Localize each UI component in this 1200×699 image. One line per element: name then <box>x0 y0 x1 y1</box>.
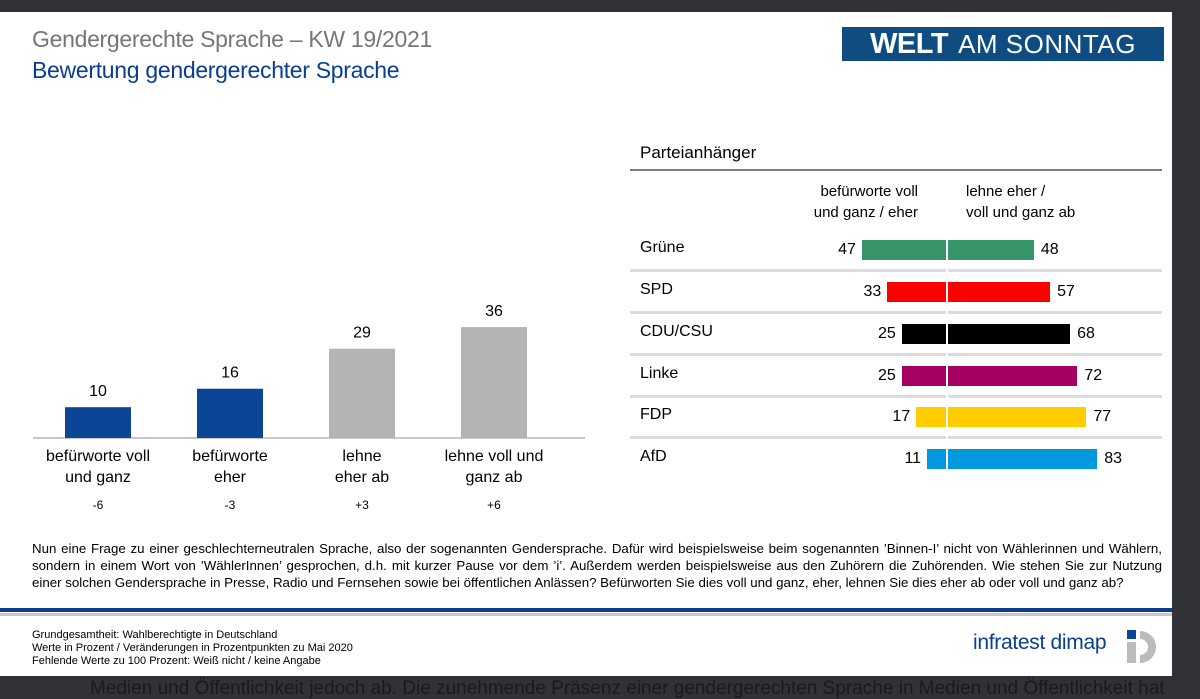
category-label-line: eher <box>213 469 247 486</box>
bar-1 <box>197 388 263 438</box>
reject-bar <box>947 366 1078 386</box>
reject-value: 72 <box>1084 367 1103 384</box>
support-value: 47 <box>838 241 856 258</box>
footer-line-missing: Fehlende Werte zu 100 Prozent: Weiß nich… <box>32 655 321 667</box>
background-article-text: Medien und Öffentlichkeit jedoch ab. Die… <box>90 678 1165 699</box>
row-separator <box>630 395 1162 398</box>
change-label: +3 <box>355 498 369 512</box>
support-bar <box>916 407 947 427</box>
reject-value: 77 <box>1093 408 1112 425</box>
infratest-dimap-logo-icon <box>1127 630 1156 663</box>
center-divider <box>946 238 948 473</box>
category-label: befürworte eher <box>160 446 300 488</box>
category-label-line: ganz ab <box>465 469 523 486</box>
column-header-support-line2: und ganz / eher <box>813 204 918 221</box>
bar-value-label: 36 <box>485 303 503 320</box>
chart-slide: Gendergerechte Sprache – KW 19/2021 Bewe… <box>0 12 1172 676</box>
party-label: AfD <box>640 448 667 465</box>
category-label-line: und ganz <box>65 469 131 486</box>
page-title: Gendergerechte Sprache – KW 19/2021 <box>32 26 432 52</box>
column-header-support: befürworte voll und ganz / eher <box>800 181 918 223</box>
category-label-line: befürworte <box>192 448 268 465</box>
survey-question: Nun eine Frage zu einer geschlechterneut… <box>32 541 1162 590</box>
party-label: SPD <box>640 281 673 298</box>
support-bar <box>861 240 947 260</box>
support-value: 25 <box>877 325 896 342</box>
bar-2 <box>329 348 395 438</box>
reject-value: 83 <box>1104 450 1123 467</box>
reject-value: 48 <box>1040 241 1059 258</box>
bar-value-label: 10 <box>89 383 107 400</box>
footer-rule-blue <box>0 608 1172 612</box>
column-header-reject-line1: lehne eher / <box>966 183 1046 200</box>
bar-0 <box>65 407 131 438</box>
footer-rule-grey <box>0 613 1172 616</box>
category-label: lehne eher ab <box>292 446 432 488</box>
category-label: befürworte voll und ganz <box>28 446 168 488</box>
category-label-line: eher ab <box>334 469 390 486</box>
bar-value-label: 16 <box>221 365 239 382</box>
column-header-reject: lehne eher / voll und ganz ab <box>966 181 1075 223</box>
party-chart-title-rule <box>630 169 1162 171</box>
support-value: 11 <box>904 450 922 467</box>
infratest-dimap-logo-text: infratest dimap <box>973 631 1107 654</box>
support-bar <box>901 324 947 344</box>
row-separator <box>630 436 1162 439</box>
row-separator <box>630 353 1162 356</box>
support-bar <box>927 449 947 469</box>
logo-welt-text: WELT <box>870 27 949 60</box>
row-separator <box>630 269 1162 272</box>
party-label: CDU/CSU <box>640 323 713 340</box>
page-subtitle: Bewertung gendergerechter Sprache <box>32 57 400 83</box>
category-label-line: lehne voll und <box>444 448 544 465</box>
change-label: -3 <box>224 498 236 512</box>
support-value: 25 <box>877 367 896 384</box>
column-header-support-line1: befürworte voll <box>820 183 918 200</box>
change-label: -6 <box>92 498 104 512</box>
support-bar <box>887 282 947 302</box>
bar-value-label: 29 <box>353 325 371 342</box>
category-label: lehne voll und ganz ab <box>424 446 564 488</box>
bar-3 <box>461 327 527 438</box>
overall-bar-chart: 10 16 29 36 <box>33 303 585 439</box>
party-label: Linke <box>640 365 679 382</box>
category-label-line: befürworte voll <box>45 448 151 465</box>
reject-value: 68 <box>1077 325 1095 342</box>
column-header-reject-line2: voll und ganz ab <box>966 204 1076 221</box>
support-value: 17 <box>892 408 911 425</box>
footer-notes: Grundgesamtheit: Wahlberechtigte in Deut… <box>32 629 353 668</box>
reject-bar <box>947 449 1098 469</box>
party-chart-title: Parteianhänger <box>640 143 757 162</box>
reject-bar <box>947 240 1034 260</box>
category-label-line: lehne <box>342 448 382 465</box>
party-label: FDP <box>640 406 672 423</box>
change-label: +6 <box>487 498 501 512</box>
footer-line-population: Grundgesamtheit: Wahlberechtigte in Deut… <box>32 629 278 641</box>
reject-value: 57 <box>1057 283 1075 300</box>
row-separator <box>630 311 1162 314</box>
logo-am-sonntag-text: AM SONNTAG <box>958 28 1136 59</box>
welt-am-sonntag-logo: WELT AM SONNTAG <box>842 27 1164 61</box>
reject-bar <box>947 324 1071 344</box>
support-value: 33 <box>863 283 882 300</box>
reject-bar <box>947 282 1051 302</box>
support-bar <box>901 366 947 386</box>
reject-bar <box>947 407 1087 427</box>
footer-line-values: Werte in Prozent / Veränderungen in Proz… <box>32 642 353 654</box>
party-label: Grüne <box>640 239 685 256</box>
